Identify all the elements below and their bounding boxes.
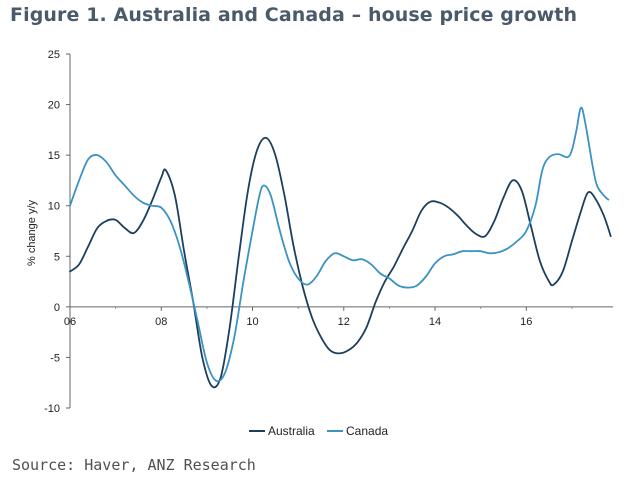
x-tick-label: 14 — [429, 316, 441, 328]
legend: Australia Canada — [249, 424, 388, 438]
y-tick-label: 25 — [48, 49, 60, 61]
x-tick-label: 10 — [246, 316, 258, 328]
x-tick-label: 12 — [338, 316, 350, 328]
y-tick-label: 5 — [54, 251, 60, 263]
x-tick-label: 06 — [64, 316, 76, 328]
series-line-australia — [69, 136, 612, 389]
y-tick-label: 0 — [54, 302, 60, 314]
legend-item-australia: Australia — [249, 424, 315, 438]
y-tick-label: 15 — [48, 150, 60, 162]
series-line-canada — [69, 106, 610, 383]
y-tick-label: -5 — [50, 352, 60, 364]
legend-label: Australia — [268, 424, 315, 438]
source-note: Source: Haver, ANZ Research — [12, 456, 256, 474]
y-tick-label: -10 — [44, 403, 60, 415]
plot-area — [69, 106, 612, 389]
x-tick-label: 16 — [520, 316, 532, 328]
x-tick-label: 08 — [155, 316, 167, 328]
y-tick-label: 20 — [48, 100, 60, 112]
y-axis-label: % change y/y — [26, 199, 38, 266]
x-axis: 06 08 10 12 14 16 — [64, 306, 613, 328]
y-tick-label: 10 — [48, 201, 60, 213]
legend-label: Canada — [346, 424, 388, 438]
legend-item-canada: Canada — [327, 424, 388, 438]
y-axis: -10 -5 0 5 10 15 20 25 — [44, 49, 71, 415]
chart-title: Figure 1. Australia and Canada – house p… — [10, 4, 578, 26]
